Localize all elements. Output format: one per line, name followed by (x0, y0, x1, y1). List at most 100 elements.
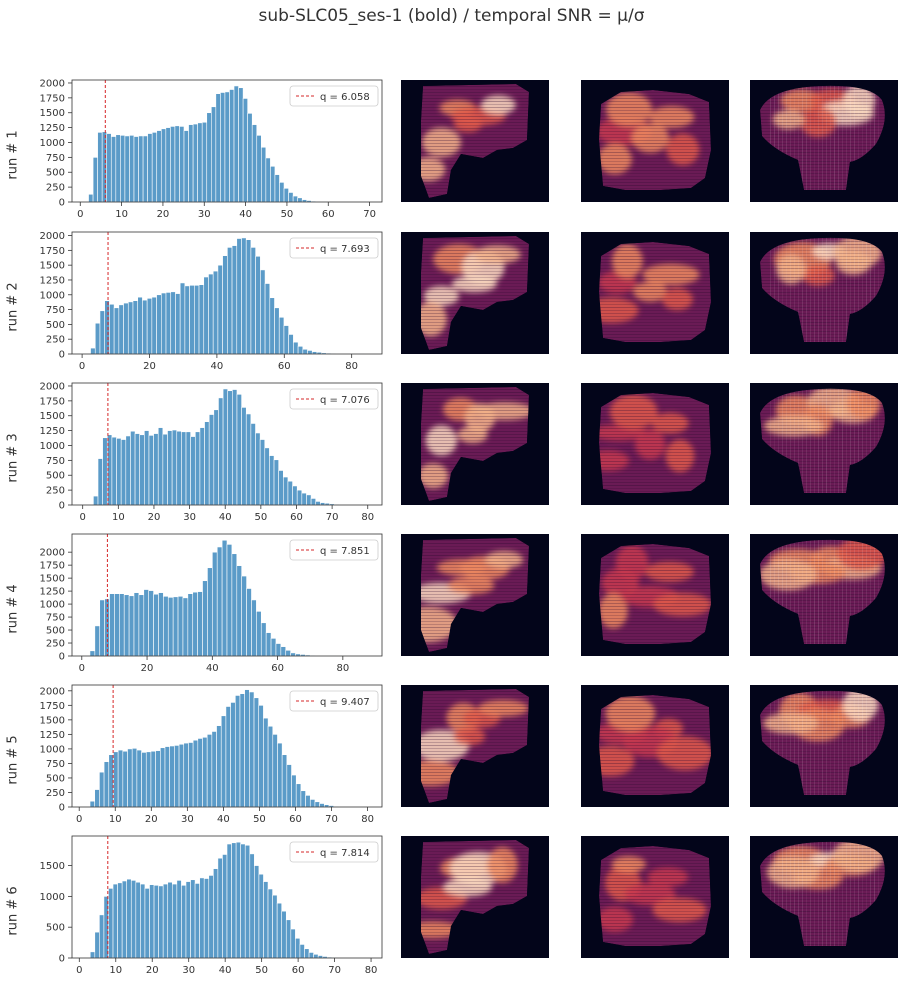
x-tick-label: 40 (206, 663, 219, 674)
histogram-bar (105, 301, 110, 354)
x-tick-label: 20 (143, 361, 156, 372)
y-tick-label: 1500 (40, 108, 65, 119)
y-tick-label: 500 (46, 471, 65, 482)
histogram-bar (227, 544, 232, 656)
histogram-bar (139, 595, 144, 656)
histogram-bar (178, 596, 183, 656)
row-label-text: run # 5 (6, 735, 21, 784)
histogram-bar (217, 726, 222, 807)
histogram-bar (191, 880, 196, 958)
histogram-bar (163, 884, 168, 958)
x-tick-label: 40 (211, 361, 224, 372)
tsnr-slice-image (581, 232, 729, 354)
histogram-bar (113, 752, 118, 807)
y-tick-label: 0 (59, 198, 65, 209)
histogram-bar (163, 596, 168, 656)
row-label: run # 5 (0, 705, 26, 815)
y-tick-label: 2000 (40, 686, 65, 697)
histogram-bar (241, 844, 246, 958)
legend: q = 7.693 (290, 238, 378, 258)
histogram-bar (236, 842, 241, 958)
histogram-bar (288, 481, 293, 505)
histogram-bar (237, 566, 242, 656)
histogram-bar (137, 750, 142, 807)
histogram-bar (161, 293, 166, 354)
histogram-bar (218, 858, 223, 958)
histogram-bar (263, 718, 268, 807)
y-tick-label: 500 (46, 773, 65, 784)
x-tick-label: 40 (239, 209, 252, 220)
histogram-bar (134, 593, 139, 656)
histogram-bar (232, 390, 237, 505)
row-label: run # 1 (0, 100, 26, 210)
histogram-bar (112, 437, 117, 505)
histogram-bar (309, 952, 314, 958)
tsnr-slice-image (750, 383, 898, 505)
histogram-bar (129, 135, 134, 202)
histogram-bar (168, 882, 173, 958)
y-tick-label: 1000 (40, 892, 65, 903)
y-tick-label: 0 (59, 652, 65, 663)
histogram-bar (279, 317, 284, 354)
histogram-bar (130, 431, 135, 505)
histogram-bar (223, 389, 228, 505)
histogram-bar (144, 431, 149, 505)
histogram-bar (156, 751, 161, 807)
histogram-bar (306, 495, 311, 505)
histogram-bar (293, 486, 298, 505)
x-tick-label: 20 (141, 663, 154, 674)
histogram-bar (157, 295, 162, 354)
histogram-bar (208, 274, 213, 354)
y-tick-label: 250 (46, 639, 65, 650)
histogram-bar (134, 137, 139, 202)
histogram-bar (152, 132, 157, 202)
histogram-bar (140, 435, 145, 505)
tsnr-slice-image (401, 534, 549, 656)
histogram-bar (252, 125, 257, 202)
histogram-bar (275, 175, 280, 202)
histogram-bar (222, 540, 227, 656)
histogram-bar (248, 113, 253, 202)
x-tick-label: 10 (109, 965, 122, 976)
histogram-bar (266, 633, 271, 656)
tsnr-slice-image (750, 534, 898, 656)
histogram-bar (160, 748, 165, 807)
histogram-bar (103, 438, 108, 505)
histogram-bar (150, 885, 155, 958)
histogram-bar (117, 438, 122, 505)
histogram-bar (177, 431, 182, 505)
histogram-bar (181, 432, 186, 505)
histogram-bar (99, 915, 104, 958)
histogram-bar (200, 878, 205, 958)
histogram-bar (242, 407, 247, 505)
histogram-bar (246, 240, 251, 354)
histogram-bar (239, 88, 244, 202)
y-tick-label: 500 (46, 168, 65, 179)
histogram-bar (132, 748, 137, 807)
histogram-bar (90, 651, 95, 656)
histogram-bar (220, 92, 225, 202)
histogram-bar (287, 765, 292, 807)
histogram-bar (207, 113, 212, 202)
y-tick-label: 1000 (40, 290, 65, 301)
histogram-bar (273, 734, 278, 807)
x-tick-label: 30 (181, 814, 194, 825)
histogram-bar (199, 285, 204, 354)
histogram-bar (144, 590, 149, 656)
row-label-text: run # 6 (6, 886, 21, 935)
histogram-bar (127, 879, 132, 958)
histogram-bar (121, 440, 126, 505)
histogram-bar (308, 350, 313, 354)
histogram-bar (249, 692, 254, 807)
histogram-bar (170, 746, 175, 807)
histogram-bar (275, 308, 280, 354)
histogram-bar (102, 132, 107, 202)
histogram-bar (128, 749, 133, 807)
histogram-bar (277, 903, 282, 958)
histogram-bar (251, 423, 256, 505)
histogram-bar (301, 791, 306, 807)
